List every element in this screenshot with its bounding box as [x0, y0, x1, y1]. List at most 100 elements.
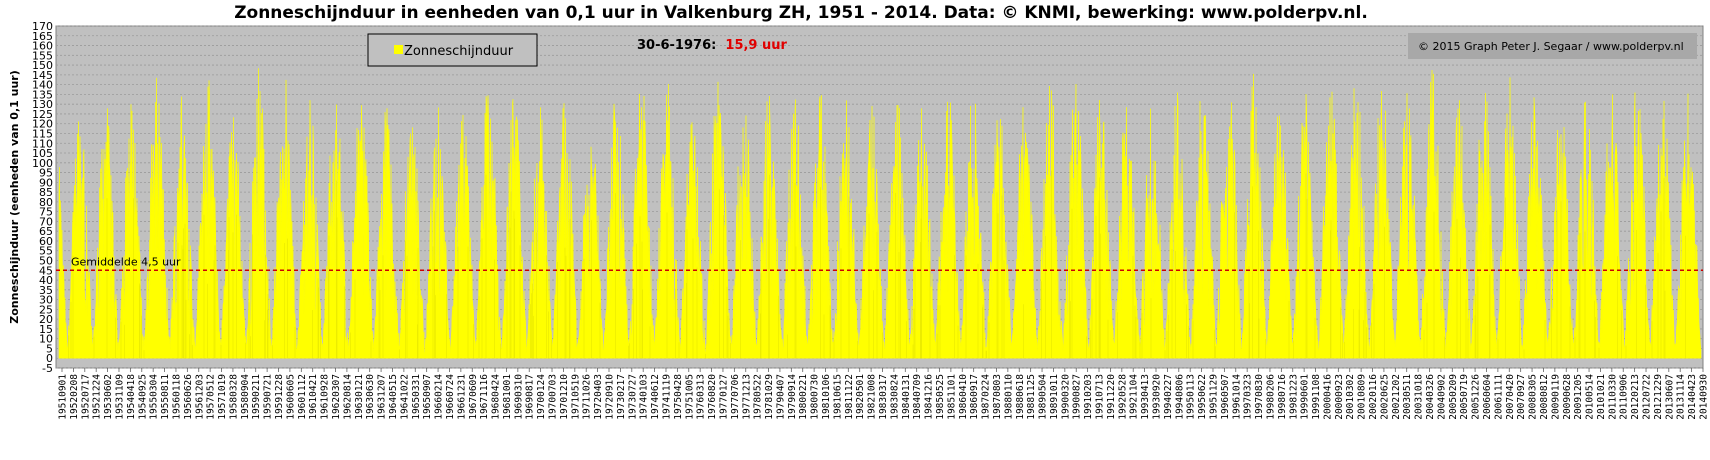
x-tick-label: 20100514 — [1585, 374, 1596, 420]
x-tick-label: 19590211 — [251, 374, 262, 420]
x-tick-label: 19840131 — [901, 374, 912, 420]
x-tick-label: 19921104 — [1129, 374, 1140, 420]
x-tick-label: 20040902 — [1436, 374, 1447, 420]
x-tick-label: 19910713 — [1095, 374, 1106, 420]
x-tick-label: 19560626 — [183, 374, 194, 420]
y-tick-label: 50 — [39, 255, 53, 268]
x-tick-label: 19750428 — [673, 374, 684, 420]
x-tick-label: 19970830 — [1254, 374, 1265, 420]
x-tick-label: 19990601 — [1300, 374, 1311, 420]
x-tick-label: 19540418 — [126, 374, 137, 420]
x-tick-label: 19820501 — [855, 374, 866, 420]
x-tick-label: 19510901 — [58, 374, 69, 420]
x-tick-label: 19980716 — [1277, 374, 1288, 420]
y-axis-ticks: -505101520253035404550556065707580859095… — [32, 20, 53, 375]
x-tick-label: 20030511 — [1402, 374, 1413, 420]
y-tick-label: 145 — [32, 69, 53, 82]
y-tick-label: 140 — [32, 79, 53, 92]
x-tick-label: 19580328 — [228, 374, 239, 420]
x-tick-label: 19590721 — [263, 374, 274, 420]
x-tick-label: 19880618 — [1015, 374, 1026, 420]
x-tick-label: 19760313 — [696, 374, 707, 420]
x-tick-label: 19740103 — [639, 374, 650, 420]
x-tick-label: 19680424 — [491, 374, 502, 420]
x-tick-label: 19841216 — [924, 374, 935, 420]
x-tick-label: 20110330 — [1607, 374, 1618, 420]
x-tick-label: 20140423 — [1687, 374, 1698, 420]
x-tick-label: 20090119 — [1550, 374, 1561, 420]
x-tick-label: 19981223 — [1288, 374, 1299, 420]
x-tick-label: 19701210 — [559, 374, 570, 420]
x-tick-label: 19600605 — [285, 374, 296, 420]
x-tick-label: 19860410 — [958, 374, 969, 420]
x-tick-label: 19681001 — [502, 374, 513, 420]
x-tick-label: 19531109 — [114, 374, 125, 420]
x-tick-label: 19711026 — [582, 374, 593, 420]
y-tick-label: 115 — [32, 127, 53, 140]
x-tick-label: 19780522 — [753, 374, 764, 420]
y-tick-label: 150 — [32, 59, 53, 72]
x-tick-label: 19980206 — [1265, 374, 1276, 420]
x-tick-label: 19870224 — [981, 374, 992, 420]
y-tick-label: 100 — [32, 157, 53, 170]
x-tick-label: 19530602 — [103, 374, 114, 420]
x-tick-label: 19770706 — [730, 374, 741, 420]
x-tick-label: 20091205 — [1573, 374, 1584, 420]
x-tick-label: 19710519 — [570, 374, 581, 420]
y-tick-label: 85 — [39, 186, 53, 199]
x-tick-label: 19700703 — [548, 374, 559, 420]
x-tick-label: 19811122 — [844, 374, 855, 420]
y-tick-label: 170 — [32, 20, 53, 33]
x-tick-label: 19550304 — [149, 374, 160, 420]
x-tick-label: 19730217 — [616, 374, 627, 420]
peak-annotation-date: 30-6-1976: — [637, 38, 716, 53]
x-tick-label: 19870803 — [992, 374, 1003, 420]
x-tick-label: 20010809 — [1357, 374, 1368, 420]
y-tick-label: 10 — [39, 333, 53, 346]
x-tick-label: 19781029 — [764, 374, 775, 420]
peak-annotation-value: 15,9 uur — [725, 38, 787, 53]
legend-swatch — [394, 45, 403, 54]
x-tick-label: 19521224 — [92, 374, 103, 420]
x-tick-label: 20101021 — [1596, 374, 1607, 420]
x-tick-label: 19851101 — [946, 374, 957, 420]
y-tick-label: 160 — [32, 40, 53, 53]
x-tick-label: 19650331 — [411, 374, 422, 420]
x-tick-label: 19830824 — [889, 374, 900, 420]
x-tick-label: 19950113 — [1186, 374, 1197, 420]
x-tick-label: 19850525 — [935, 374, 946, 420]
x-tick-label: 20130607 — [1664, 374, 1675, 420]
x-tick-label: 20120213 — [1630, 374, 1641, 420]
y-tick-label: 95 — [39, 167, 53, 180]
y-tick-label: 120 — [32, 118, 53, 131]
x-tick-label: 19720403 — [593, 374, 604, 420]
x-tick-label: 20090628 — [1562, 374, 1573, 420]
y-tick-label: 60 — [39, 235, 53, 248]
x-tick-label: 19591228 — [274, 374, 285, 420]
x-tick-label: 20080305 — [1528, 374, 1539, 420]
x-tick-label: 19690310 — [513, 374, 524, 420]
x-tick-label: 19570512 — [206, 374, 217, 420]
x-tick-label: 19950622 — [1197, 374, 1208, 420]
y-tick-label: 25 — [39, 303, 53, 316]
x-tick-label: 20051226 — [1471, 374, 1482, 420]
x-tick-label: 19631207 — [377, 374, 388, 420]
x-tick-label: 19900827 — [1072, 374, 1083, 420]
x-tick-label: 19751005 — [684, 374, 695, 420]
x-tick-label: 19881125 — [1026, 374, 1037, 420]
x-tick-label: 19920528 — [1117, 374, 1128, 420]
x-tick-label: 19930920 — [1152, 374, 1163, 420]
x-tick-label: 19900320 — [1060, 374, 1071, 420]
x-tick-label: 19790407 — [775, 374, 786, 420]
y-tick-label: 35 — [39, 284, 53, 297]
x-tick-label: 20010302 — [1345, 374, 1356, 420]
x-tick-label: 19660724 — [445, 374, 456, 420]
y-tick-label: 0 — [46, 352, 53, 365]
x-tick-label: 19880110 — [1003, 374, 1014, 420]
x-tick-label: 19771213 — [741, 374, 752, 420]
x-tick-label: 19690817 — [525, 374, 536, 420]
series-zonneschijnduur-area — [58, 68, 1702, 359]
x-tick-label: 19970323 — [1243, 374, 1254, 420]
y-tick-label: 30 — [39, 294, 53, 307]
